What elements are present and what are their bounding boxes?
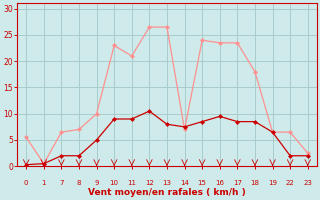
X-axis label: Vent moyen/en rafales ( km/h ): Vent moyen/en rafales ( km/h ) [88,188,246,197]
